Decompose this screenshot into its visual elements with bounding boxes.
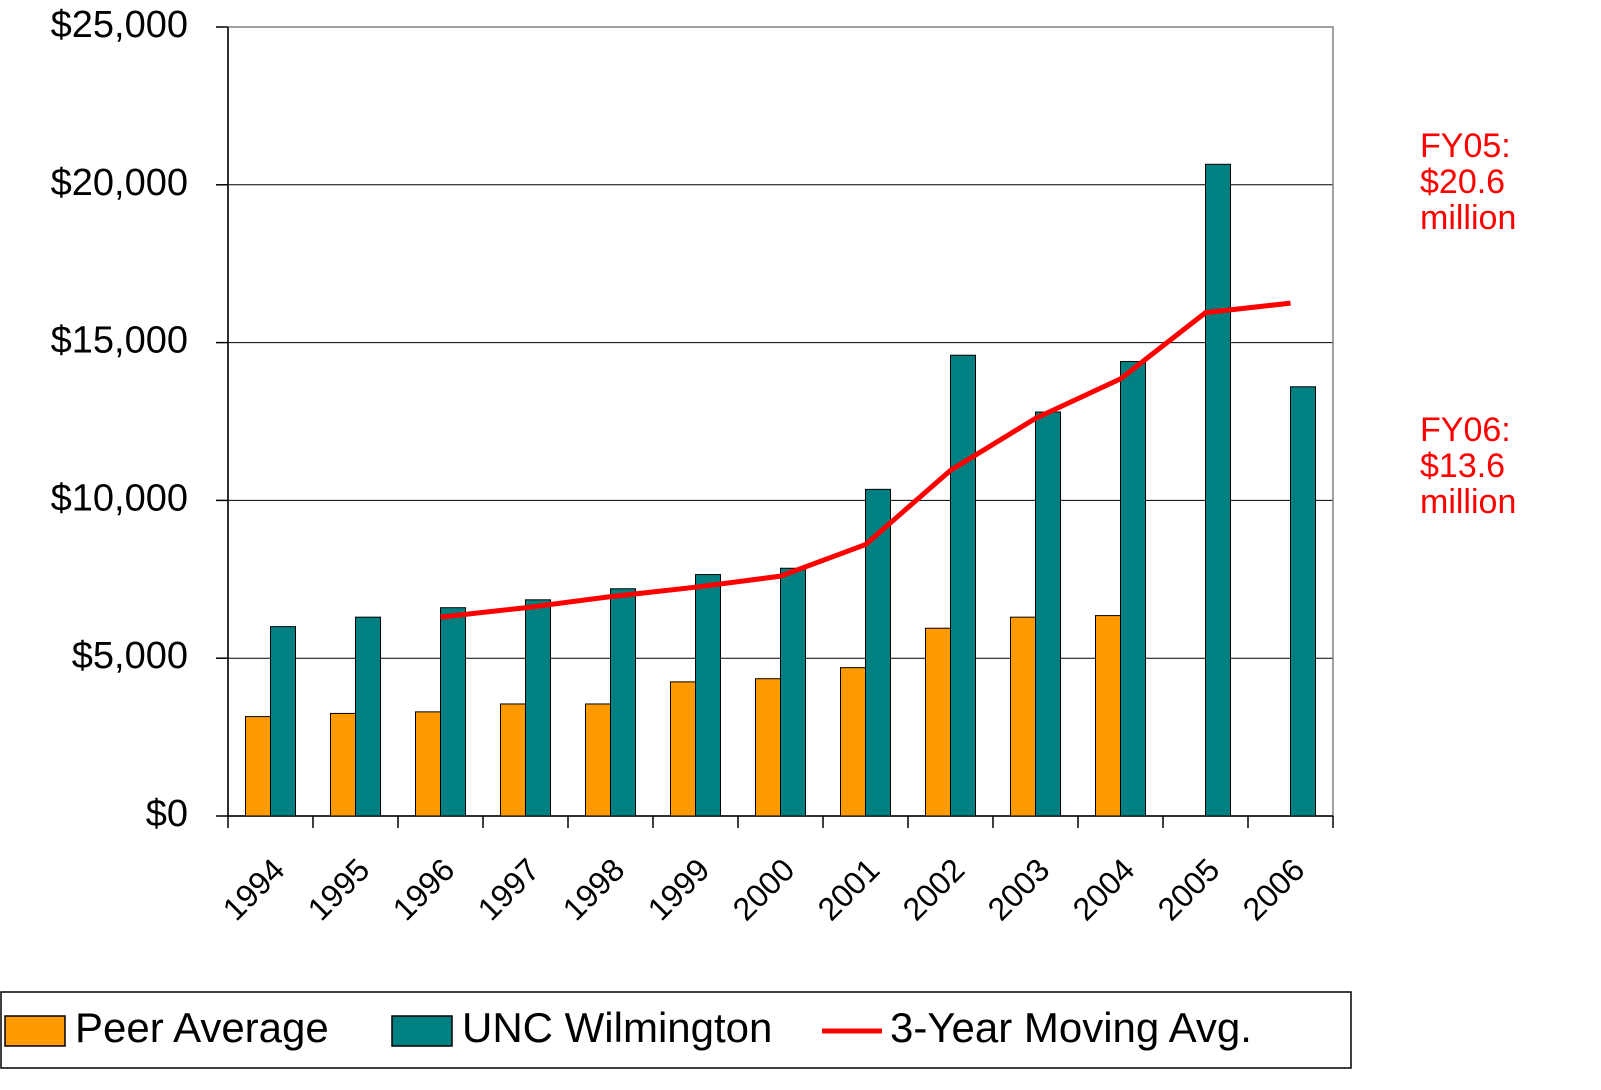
annotation: FY05: — [1420, 127, 1511, 165]
line-series — [440, 300, 1291, 620]
bar — [755, 678, 781, 817]
legend-box — [0, 991, 1352, 1069]
bar — [1010, 616, 1036, 817]
bar — [415, 711, 441, 817]
bar — [500, 703, 526, 817]
bar — [840, 667, 866, 817]
annotation: $20.6 — [1420, 163, 1505, 201]
x-tick-label: 2000 — [726, 851, 802, 927]
y-tick-label: $0 — [146, 793, 188, 835]
x-tick-label: 2006 — [1236, 851, 1312, 927]
x-tick-label: 2004 — [1066, 851, 1142, 927]
bar — [610, 588, 636, 817]
bar — [1290, 386, 1316, 817]
bar — [440, 607, 466, 817]
y-tick-label: $5,000 — [72, 635, 188, 677]
legend-swatch — [4, 1015, 66, 1047]
x-tick-label: 2005 — [1151, 851, 1227, 927]
bar — [1035, 411, 1061, 817]
bar — [1095, 615, 1121, 817]
bar — [925, 627, 951, 817]
bar — [585, 703, 611, 817]
annotation: million — [1420, 199, 1516, 237]
bar — [270, 626, 296, 817]
bar — [950, 354, 976, 817]
bar — [525, 599, 551, 817]
x-tick-label: 1994 — [216, 851, 292, 927]
bar — [245, 716, 271, 817]
annotation: million — [1420, 483, 1516, 521]
x-tick-label: 1997 — [471, 851, 547, 927]
bar — [780, 567, 806, 817]
x-tick-label: 1996 — [386, 851, 462, 927]
y-tick-label: $25,000 — [51, 4, 188, 46]
legend-label: Peer Average — [75, 1004, 329, 1051]
x-tick-label: 1995 — [301, 851, 377, 927]
y-tick-label: $10,000 — [51, 477, 188, 519]
y-tick-label: $15,000 — [51, 320, 188, 362]
x-tick-label: 2001 — [811, 851, 887, 927]
x-tick-label: 1998 — [556, 851, 632, 927]
x-tick-label: 2002 — [896, 851, 972, 927]
legend-label: 3-Year Moving Avg. — [890, 1004, 1252, 1051]
bar — [1205, 163, 1231, 817]
bar — [1120, 361, 1146, 817]
x-tick-label: 1999 — [641, 851, 717, 927]
legend-swatch — [391, 1015, 453, 1047]
bar — [355, 616, 381, 817]
annotation: FY06: — [1420, 411, 1511, 449]
y-tick-label: $20,000 — [51, 162, 188, 204]
x-tick-label: 2003 — [981, 851, 1057, 927]
legend-label: UNC Wilmington — [462, 1004, 772, 1051]
bar — [330, 712, 356, 817]
bar — [670, 681, 696, 817]
annotation: $13.6 — [1420, 447, 1505, 485]
bar — [695, 574, 721, 817]
